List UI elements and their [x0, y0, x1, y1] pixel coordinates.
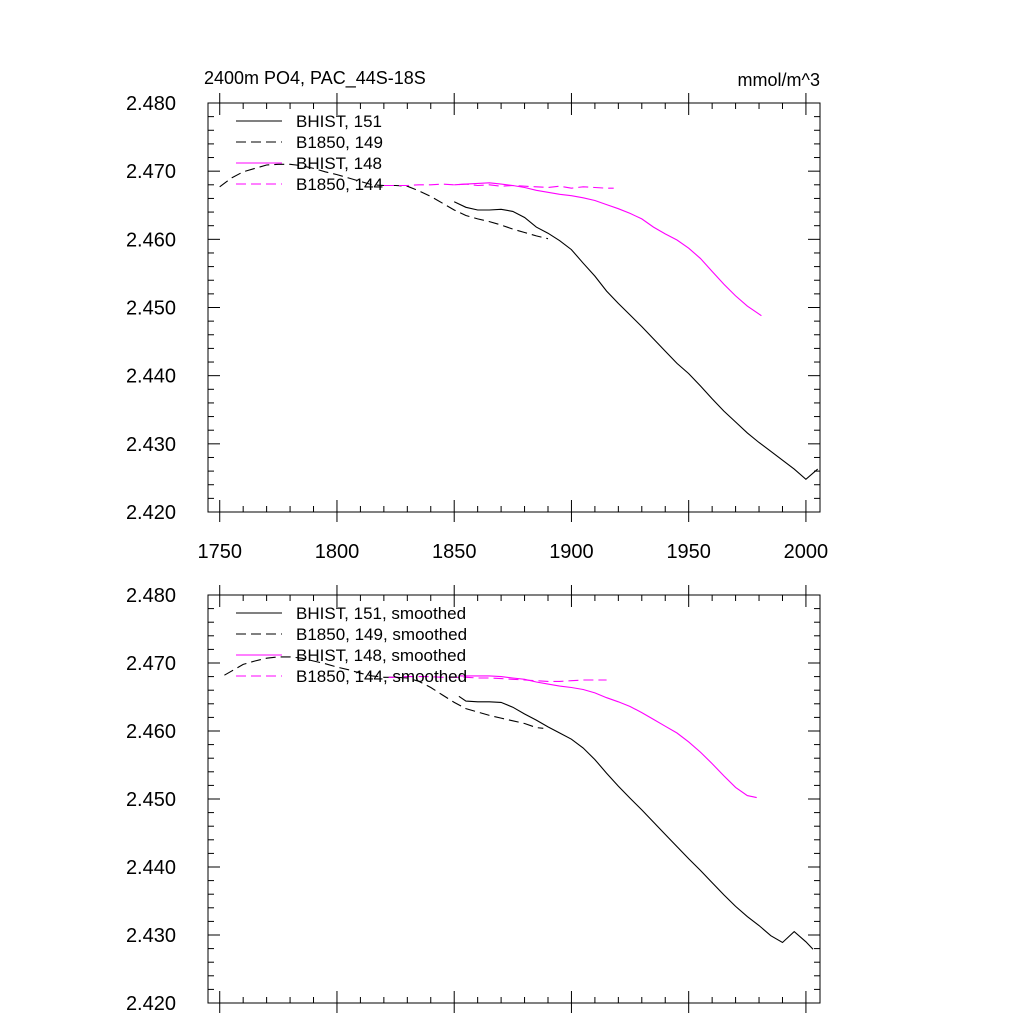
series-line-1 [224, 656, 544, 729]
units-label: mmol/m^3 [738, 70, 820, 90]
series-line-3 [383, 183, 614, 189]
legend-label: BHIST, 148, smoothed [296, 646, 466, 665]
series-line-0 [453, 201, 819, 481]
x-tick-label: 1800 [315, 541, 360, 563]
legend-label: B1850, 149 [296, 133, 383, 152]
y-tick-label: 2.470 [126, 161, 176, 183]
series-line-0 [458, 695, 814, 950]
y-tick-label: 2.460 [126, 229, 176, 251]
x-tick-label: 2000 [784, 541, 829, 563]
legend-label: BHIST, 151 [296, 112, 382, 131]
x-tick-label: 1900 [549, 541, 594, 563]
legend-label: B1850, 144 [296, 175, 383, 194]
legend-label: B1850, 149, smoothed [296, 625, 467, 644]
y-tick-label: 2.460 [126, 721, 176, 743]
y-tick-label: 2.450 [126, 789, 176, 811]
figure-title: 2400m PO4, PAC_44S-18S [204, 68, 426, 89]
y-tick-label: 2.420 [126, 502, 176, 524]
y-tick-label: 2.430 [126, 925, 176, 947]
bottom-panel: 2.420 2.430 2.440 2.450 2.460 2.470 2.480 BHIST… [126, 585, 821, 1015]
legend-label: BHIST, 151, smoothed [296, 604, 466, 623]
x-tick-label: 1950 [666, 541, 711, 563]
y-tick-label: 2.470 [126, 653, 176, 675]
y-tick-label: 2.480 [126, 93, 176, 115]
series-line-2 [458, 675, 757, 799]
y-tick-label: 2.440 [126, 857, 176, 879]
x-tick-label: 1750 [197, 541, 242, 563]
legend-label: B1850, 144, smoothed [296, 667, 467, 686]
y-tick-label: 2.450 [126, 298, 176, 320]
y-tick-label: 2.420 [126, 993, 176, 1015]
series-line-2 [454, 182, 762, 317]
series-line-1 [219, 163, 549, 240]
top-panel: 2.420 2.430 2.440 2.450 2.460 2.470 2.480 1750 1… [126, 93, 828, 563]
series-line-3 [388, 676, 607, 682]
legend-label: BHIST, 148 [296, 154, 382, 173]
y-tick-label: 2.430 [126, 434, 176, 456]
y-tick-label: 2.480 [126, 585, 176, 607]
y-tick-label: 2.440 [126, 366, 176, 388]
x-tick-label: 1850 [432, 541, 477, 563]
